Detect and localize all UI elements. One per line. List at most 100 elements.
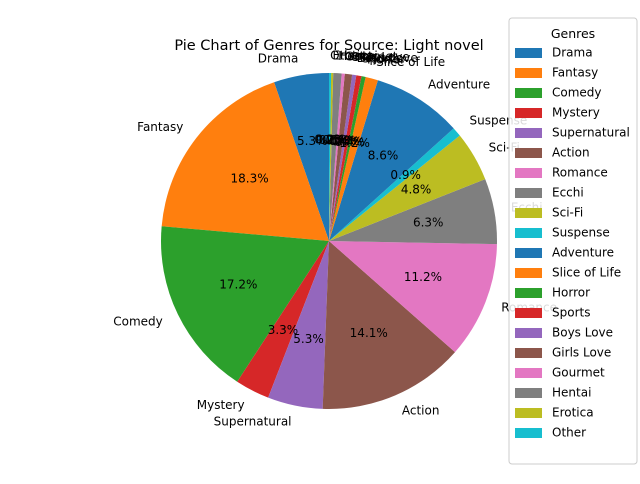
chart-title: Pie Chart of Genres for Source: Light no… xyxy=(174,38,483,54)
legend-label: Slice of Life xyxy=(552,266,621,280)
legend-items: Drama Fantasy Comedy Mystery Supernatural Act… xyxy=(515,46,630,440)
pie-slice-girls-love xyxy=(329,73,353,241)
legend-swatch xyxy=(515,368,542,378)
legend-swatch xyxy=(515,388,542,398)
legend-item-other: Other xyxy=(515,426,586,440)
legend-label: Action xyxy=(552,146,590,160)
pie-slice-slice-of-life xyxy=(329,77,378,241)
legend-swatch xyxy=(515,408,542,418)
slice-label-horror: Horror xyxy=(367,53,405,67)
slice-label-other: Other xyxy=(330,49,364,63)
slice-label-boys-love: Boys Love xyxy=(357,51,418,65)
legend-label: Sports xyxy=(552,306,590,320)
pie-slice-romance xyxy=(329,241,497,353)
legend-item-drama: Drama xyxy=(515,46,593,60)
slice-percent-girls-love: 0.7% xyxy=(325,133,356,147)
legend-item-action: Action xyxy=(515,146,590,160)
legend-swatch xyxy=(515,48,542,58)
pie-slice-comedy xyxy=(161,226,329,382)
pie-slice-ecchi xyxy=(329,179,497,245)
legend-swatch xyxy=(515,168,542,178)
legend-item-comedy: Comedy xyxy=(515,86,602,100)
legend-title: Genres xyxy=(551,26,595,41)
pie-slice-fantasy xyxy=(161,82,329,241)
slice-labels: Drama Fantasy Comedy Mystery Supernatural Act… xyxy=(113,49,557,429)
slice-percent-ecchi: 6.3% xyxy=(413,216,444,230)
legend-label: Gourmet xyxy=(552,366,605,380)
legend-item-horror: Horror xyxy=(515,286,590,300)
slice-label-gourmet: Gourmet xyxy=(345,49,398,63)
pie-slice-sci-fi xyxy=(329,135,486,241)
legend-item-sci-fi: Sci-Fi xyxy=(515,206,583,220)
slice-percent-hentai: 0.8% xyxy=(319,133,350,147)
legend-item-mystery: Mystery xyxy=(515,106,600,120)
legend-item-boys-love: Boys Love xyxy=(515,326,613,340)
slice-percent-drama: 5.3% xyxy=(297,134,328,148)
slice-label-action: Action xyxy=(402,403,440,417)
slice-percent-horror: 0.4% xyxy=(335,135,366,149)
pie-slice-supernatural xyxy=(268,241,329,409)
pie-slice-mystery xyxy=(237,241,329,398)
legend-label: Other xyxy=(552,426,586,440)
slice-percent-erotica: 0.2% xyxy=(316,133,347,147)
legend-swatch xyxy=(515,208,542,218)
slice-percent-fantasy: 18.3% xyxy=(230,171,268,185)
legend-item-hentai: Hentai xyxy=(515,386,591,400)
pie-slice-hentai xyxy=(329,73,342,241)
pie-slice-other xyxy=(329,72,332,241)
legend-swatch xyxy=(515,248,542,258)
slice-label-girls-love: Girls Love xyxy=(350,50,409,64)
legend-item-gourmet: Gourmet xyxy=(515,366,605,380)
pie-slice-sports xyxy=(329,75,362,242)
legend-label: Erotica xyxy=(552,406,594,420)
slice-percent-mystery: 3.3% xyxy=(268,323,299,337)
percent-labels: 5.3%18.3%17.2%3.3%5.3% 14.1%11.2%6.3%4.8%… xyxy=(219,133,443,347)
slice-percent-sports: 0.5% xyxy=(332,134,363,148)
pie-slice-horror xyxy=(329,76,366,242)
slice-label-hentai: Hentai xyxy=(338,49,377,63)
legend-label: Girls Love xyxy=(552,346,611,360)
legend-label: Drama xyxy=(552,46,593,60)
legend-label: Hentai xyxy=(552,386,591,400)
legend-swatch xyxy=(515,308,542,318)
legend-item-supernatural: Supernatural xyxy=(515,126,630,140)
legend-label: Comedy xyxy=(552,86,602,100)
slice-percent-suspense: 0.9% xyxy=(390,168,421,182)
pie-slice-adventure xyxy=(329,80,454,242)
slice-percent-adventure: 8.6% xyxy=(368,148,399,162)
slice-label-sports: Sports xyxy=(362,52,400,66)
pie-slice-drama xyxy=(274,73,329,241)
slice-percent-gourmet: 0.3% xyxy=(322,133,353,147)
legend-label: Horror xyxy=(552,286,590,300)
legend-item-ecchi: Ecchi xyxy=(515,186,584,200)
pie-slice-suspense xyxy=(329,128,460,241)
legend-swatch xyxy=(515,228,542,238)
legend-swatch xyxy=(515,268,542,278)
slice-percent-sci-fi: 4.8% xyxy=(401,183,432,197)
legend-item-fantasy: Fantasy xyxy=(515,66,598,80)
legend-swatch xyxy=(515,348,542,358)
slice-label-supernatural: Supernatural xyxy=(214,414,292,428)
legend-item-adventure: Adventure xyxy=(515,246,614,260)
legend-label: Adventure xyxy=(552,246,614,260)
legend-label: Romance xyxy=(552,166,608,180)
legend-label: Supernatural xyxy=(552,126,630,140)
slice-label-adventure: Adventure xyxy=(428,77,490,91)
slice-label-erotica: Erotica xyxy=(332,49,374,63)
legend-item-slice-of-life: Slice of Life xyxy=(515,266,621,280)
slice-label-slice-of-life: Slice of Life xyxy=(376,55,445,69)
slice-label-comedy: Comedy xyxy=(113,314,163,328)
legend-swatch xyxy=(515,188,542,198)
legend-swatch xyxy=(515,108,542,118)
legend-item-girls-love: Girls Love xyxy=(515,346,611,360)
legend-label: Suspense xyxy=(552,226,610,240)
pie-slices xyxy=(161,72,497,409)
legend-swatch xyxy=(515,68,542,78)
pie-slice-boys-love xyxy=(329,74,357,241)
legend-item-romance: Romance xyxy=(515,166,608,180)
slice-percent-supernatural: 5.3% xyxy=(293,332,324,346)
legend-label: Mystery xyxy=(552,106,600,120)
pie-slice-erotica xyxy=(329,73,334,241)
